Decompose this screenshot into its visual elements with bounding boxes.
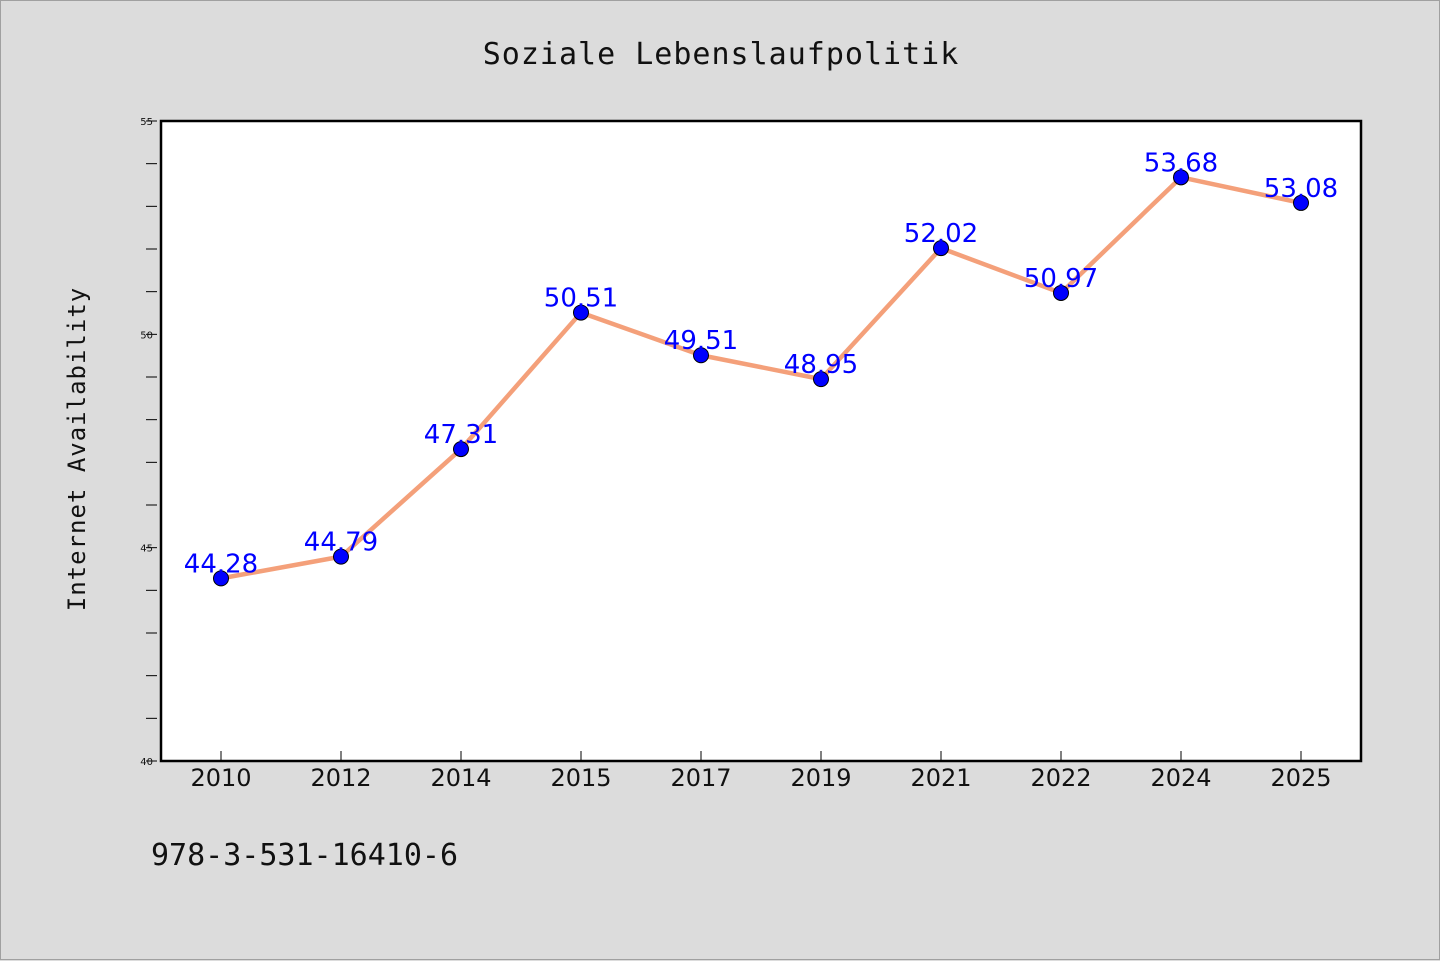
data-label: 44.79 — [304, 528, 378, 558]
x-tick-label: 2012 — [310, 764, 371, 792]
data-label: 44.28 — [184, 549, 258, 579]
y-axis-label: Internet Availability — [63, 287, 91, 611]
data-label: 49.51 — [664, 326, 738, 356]
data-point — [333, 548, 349, 565]
y-tick-label: 55 — [140, 117, 153, 128]
data-label: 53.08 — [1264, 174, 1338, 204]
x-tick-label: 2024 — [1150, 764, 1211, 792]
chart-title: Soziale Lebenslaufpolitik — [483, 37, 960, 72]
data-point — [213, 570, 229, 587]
data-labels: 44.28 44.79 47.31 50.51 49.51 48.95 52.02 50.97… — [184, 148, 1338, 579]
x-tick-label: 2010 — [190, 764, 251, 792]
data-point — [1173, 169, 1189, 186]
data-point — [453, 441, 469, 458]
y-minor-ticks — [146, 120, 157, 762]
footer-identifier: 978-3-531-16410-6 — [151, 838, 458, 873]
data-markers — [213, 169, 1309, 587]
y-tick-label: 40 — [140, 757, 153, 768]
data-label: 50.97 — [1024, 264, 1098, 294]
data-label: 47.31 — [424, 420, 498, 450]
plot-border — [159, 119, 1363, 763]
data-point — [1293, 194, 1309, 211]
x-tick-label: 2025 — [1270, 764, 1331, 792]
data-label: 53.68 — [1144, 148, 1218, 178]
x-tick-label: 2017 — [670, 764, 731, 792]
x-axis-ticks: 2010 2012 2014 2015 2017 2019 2021 2022 2024 2025 — [190, 751, 1332, 792]
data-point — [693, 347, 709, 364]
data-point — [813, 371, 829, 388]
plot-area — [161, 121, 1361, 761]
data-point — [573, 304, 589, 321]
x-tick-label: 2022 — [1030, 764, 1091, 792]
data-label: 52.02 — [904, 219, 978, 249]
x-tick-label: 2021 — [910, 764, 971, 792]
data-point — [933, 240, 949, 257]
data-label: 48.95 — [784, 350, 858, 380]
y-axis-ticks: 40 45 50 55 — [140, 117, 153, 768]
y-tick-label: 50 — [140, 330, 153, 341]
x-tick-label: 2019 — [790, 764, 851, 792]
x-tick-label: 2015 — [550, 764, 611, 792]
y-tick-label: 45 — [140, 544, 153, 555]
data-label: 50.51 — [544, 284, 618, 314]
series-line-group — [220, 175, 1302, 581]
series-line — [220, 175, 1302, 581]
x-tick-label: 2014 — [430, 764, 491, 792]
data-point — [1053, 284, 1069, 301]
